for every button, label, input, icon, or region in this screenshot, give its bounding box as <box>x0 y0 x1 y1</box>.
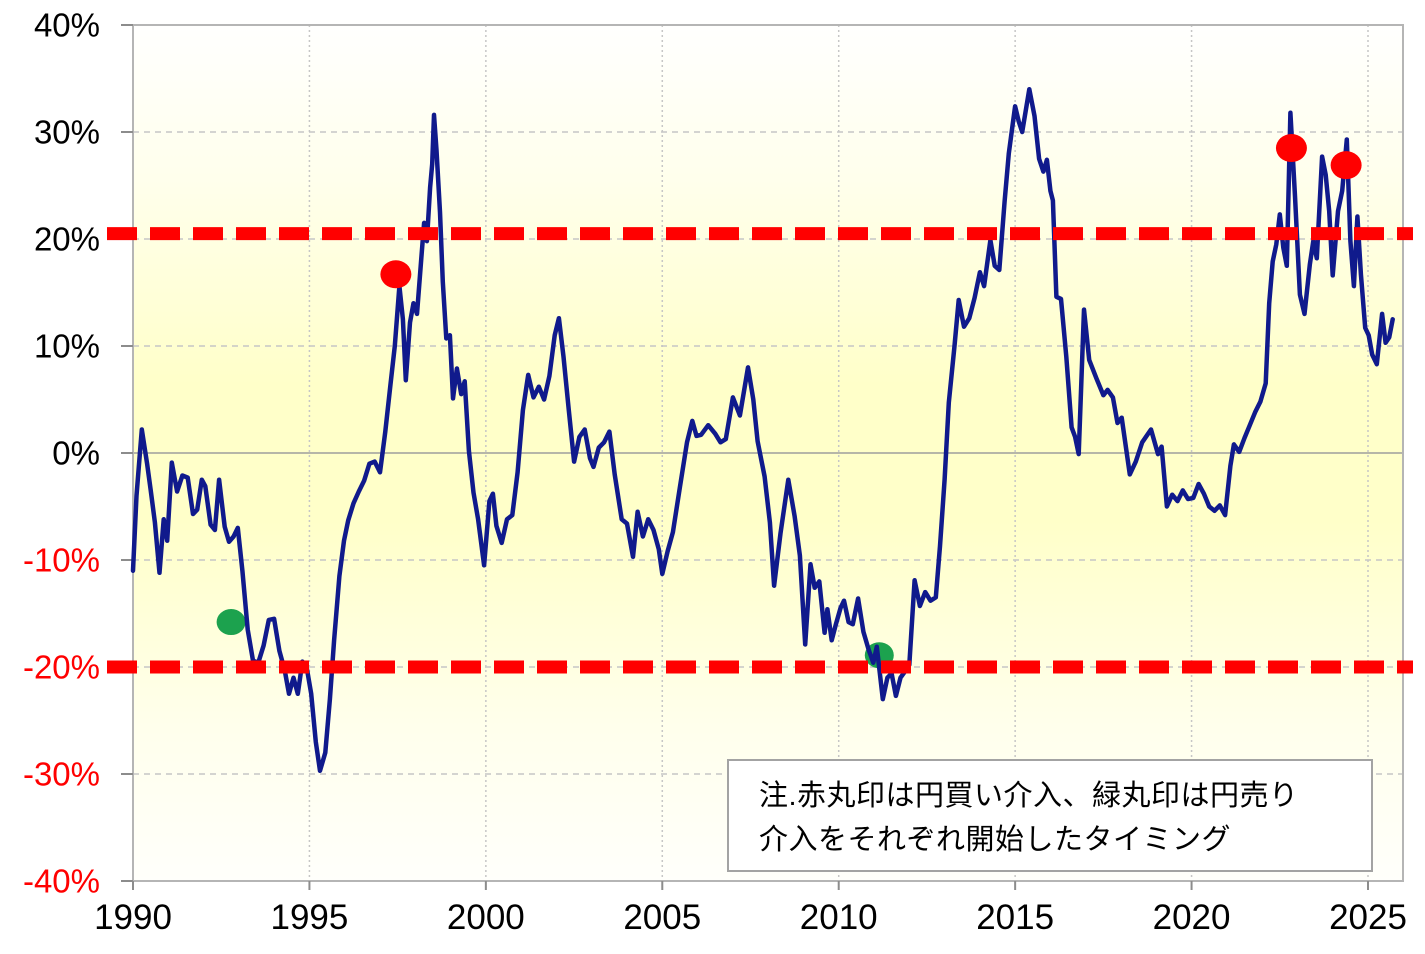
x-axis-label: 1995 <box>270 898 348 937</box>
x-axis-label: 1990 <box>94 898 172 937</box>
yen-buying-intervention-marker <box>380 260 412 289</box>
y-axis-label: -30% <box>23 756 100 793</box>
x-axis-label: 2000 <box>447 898 525 937</box>
y-axis-label: 40% <box>34 7 100 44</box>
x-axis-label: 2020 <box>1153 898 1231 937</box>
yen-buying-intervention-marker <box>1330 151 1362 180</box>
x-axis-label: 2010 <box>800 898 878 937</box>
note-box: 注.赤丸印は円買い介入、緑丸印は円売り 介入をそれぞれ開始したタイミング <box>727 759 1373 872</box>
y-axis-label: 20% <box>34 221 100 258</box>
y-axis-label: 30% <box>34 114 100 151</box>
y-axis-label: 0% <box>52 435 100 472</box>
y-axis-label: 10% <box>34 328 100 365</box>
x-axis-label: 2005 <box>623 898 701 937</box>
yen-selling-intervention-marker <box>216 609 246 636</box>
note-text-line1: 注.赤丸印は円買い介入、緑丸印は円売り <box>759 780 1299 812</box>
x-axis-label: 2025 <box>1329 898 1407 937</box>
yen-buying-intervention-marker <box>1275 134 1307 163</box>
x-axis-label: 2015 <box>976 898 1054 937</box>
series-line <box>130 86 1395 774</box>
y-axis-label: -40% <box>23 863 100 900</box>
y-axis-label: -10% <box>23 542 100 579</box>
note-text-line2: 介入をそれぞれ開始したタイミング <box>759 824 1232 857</box>
y-axis-label: -20% <box>23 649 100 686</box>
